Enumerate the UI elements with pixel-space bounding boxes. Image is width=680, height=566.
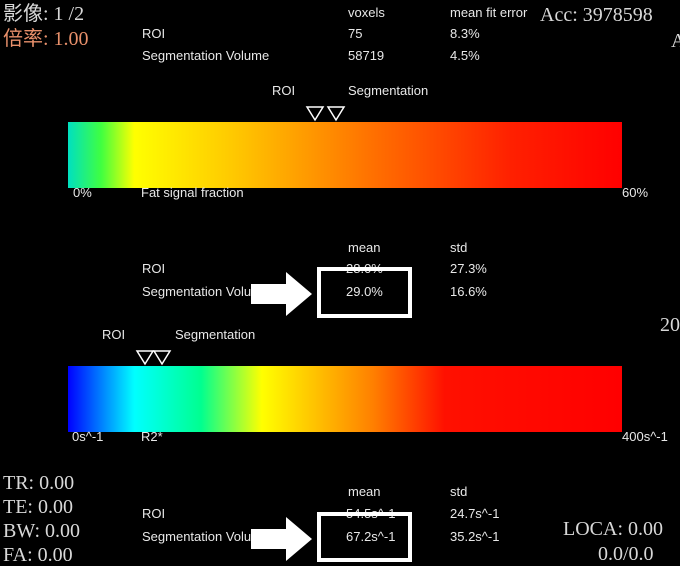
- scale-max: 400s^-1: [622, 429, 668, 444]
- column-header: mean: [348, 240, 381, 255]
- scale-min: 0%: [73, 185, 92, 200]
- tr: TR: 0.00: [3, 472, 75, 494]
- scale-min: 0s^-1: [72, 429, 104, 444]
- cell: 24.7s^-1: [450, 506, 500, 521]
- marker-triangle: [152, 350, 172, 366]
- scale-label: Fat signal fraction: [141, 185, 244, 200]
- loca: LOCA: 0.00: [563, 518, 663, 540]
- highlight-box: [317, 512, 412, 562]
- cell: 58719: [348, 48, 385, 63]
- cell: 35.2s^-1: [450, 529, 500, 544]
- row-label: Segmentation Volume: [142, 284, 270, 299]
- arrow: [251, 272, 312, 316]
- marker-label: ROI: [102, 327, 126, 342]
- row-label: Segmentation Volume: [142, 529, 270, 544]
- scale-label: R2*: [141, 429, 163, 444]
- arrow: [251, 517, 312, 561]
- scale-max: 60%: [622, 185, 649, 200]
- cell: 75: [348, 26, 363, 41]
- marker-triangle: [326, 106, 346, 122]
- cell: 27.3%: [450, 261, 487, 276]
- bw: BW: 0.00: [3, 520, 81, 542]
- color-bar: [68, 366, 622, 432]
- zoom: 倍率: 1.00: [3, 28, 89, 50]
- cell: 67.2s^-1: [346, 529, 396, 544]
- column-header: std: [450, 240, 468, 255]
- fa: FA: 0.00: [3, 544, 73, 566]
- marker-triangle: [305, 106, 325, 122]
- cell: 16.6%: [450, 284, 487, 299]
- acc: Acc: 3978598: [540, 4, 653, 26]
- row-label: ROI: [142, 26, 166, 41]
- marker-label: Segmentation: [175, 327, 256, 342]
- cell: 29.0%: [346, 284, 383, 299]
- cell: 4.5%: [450, 48, 480, 63]
- column-header: mean: [348, 484, 381, 499]
- marker-triangle: [135, 350, 155, 366]
- column-header: mean fit error: [450, 5, 528, 20]
- column-header: std: [450, 484, 468, 499]
- loca-value: 0.0/0.0: [598, 543, 654, 565]
- column-header: voxels: [348, 5, 385, 20]
- row-label: ROI: [142, 261, 166, 276]
- color-bar: [68, 122, 622, 188]
- te: TE: 0.00: [3, 496, 73, 518]
- marker-label: Segmentation: [348, 83, 429, 98]
- marker-label: ROI: [272, 83, 296, 98]
- right-mid-text: 20: [660, 314, 680, 336]
- image-index: 影像: 1 /2: [3, 3, 85, 25]
- row-label: ROI: [142, 506, 166, 521]
- cell: 8.3%: [450, 26, 480, 41]
- right-edge-text: A: [671, 30, 680, 52]
- row-label: Segmentation Volume: [142, 48, 270, 63]
- highlight-box: [317, 267, 412, 318]
